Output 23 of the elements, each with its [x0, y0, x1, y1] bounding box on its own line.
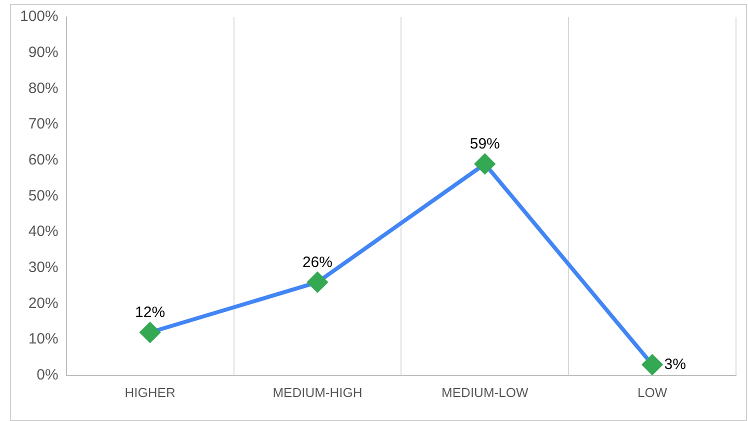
- data-label: 59%: [470, 136, 500, 153]
- y-tick-label: 0%: [36, 366, 58, 384]
- data-label: 12%: [135, 304, 166, 322]
- data-label: 3%: [664, 356, 686, 373]
- x-tick-label: MEDIUM-LOW: [442, 384, 529, 400]
- y-tick-label: 30%: [28, 259, 58, 276]
- point: [642, 354, 662, 375]
- point: [140, 322, 160, 342]
- data-label: 26%: [302, 254, 332, 271]
- x-tick-label: HIGHER: [124, 384, 176, 400]
- point: [474, 154, 495, 174]
- y-tick-label: 60%: [28, 152, 58, 168]
- x-tick-label: LOW: [637, 384, 668, 400]
- y-tick-label: 80%: [28, 80, 58, 97]
- y-tick-label: 100%: [20, 8, 58, 26]
- y-tick-label: 10%: [28, 330, 58, 348]
- y-tick-label: 20%: [28, 294, 58, 312]
- y-tick-label: 90%: [28, 44, 58, 61]
- y-tick-label: 40%: [28, 223, 58, 240]
- point: [307, 272, 328, 292]
- x-tick-label: MEDIUM-HIGH: [272, 384, 362, 400]
- y-tick-label: 50%: [28, 187, 58, 204]
- y-tick-label: 70%: [28, 116, 58, 133]
